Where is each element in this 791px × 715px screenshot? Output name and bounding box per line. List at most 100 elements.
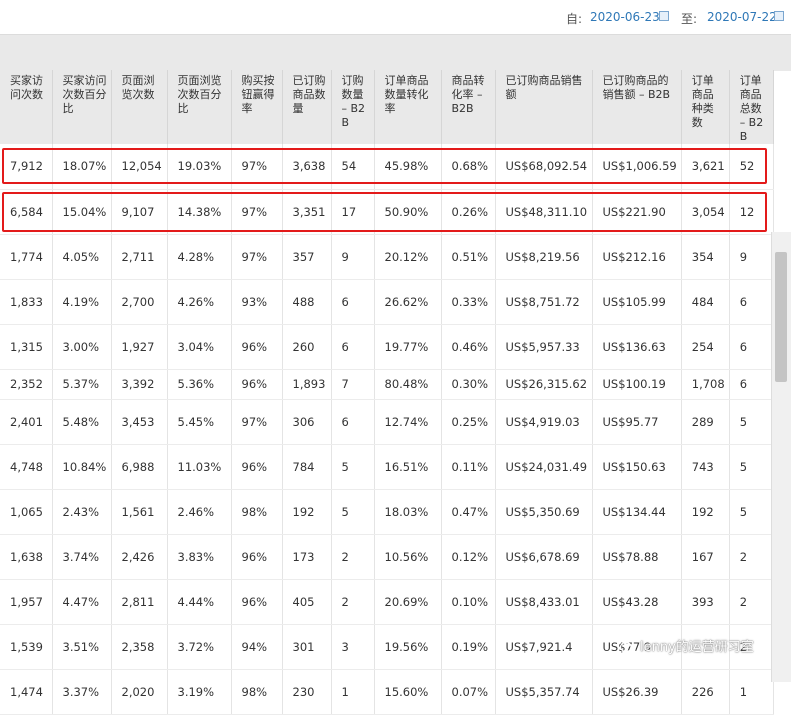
column-header[interactable]: 已订购商品数量 xyxy=(282,70,332,144)
table-cell: US$212.16 xyxy=(592,234,682,280)
table-cell: 4.28% xyxy=(167,234,232,280)
table-cell: 488 xyxy=(282,279,332,325)
to-date-value[interactable]: 2020-07-22 xyxy=(707,10,777,24)
table-cell: 5.36% xyxy=(167,369,232,400)
table-cell: 11.03% xyxy=(167,444,232,490)
table-row: 1,065 2.43% 1,561 2.46% 98% 192 5 18.03% 0.47% US… xyxy=(0,489,774,535)
table-cell: 784 xyxy=(282,444,332,490)
table-cell: 0.47% xyxy=(441,489,496,535)
table-cell: 19.77% xyxy=(374,324,442,370)
column-header[interactable]: 页面浏览次数 xyxy=(111,70,168,144)
table-cell: 2 xyxy=(729,624,774,670)
table-cell: US$8,433.01 xyxy=(495,579,593,625)
table-cell: US$5,357.74 xyxy=(495,669,593,715)
table-cell: 4.26% xyxy=(167,279,232,325)
table-cell: 2,811 xyxy=(111,579,168,625)
table-row: 1,315 3.00% 1,927 3.04% 96% 260 6 19.77% 0.46% US… xyxy=(0,324,774,370)
table-cell: US$95.77 xyxy=(592,399,682,445)
column-header[interactable]: 页面浏览次数百分比 xyxy=(167,70,232,144)
table-cell: 97% xyxy=(231,399,283,445)
table-cell: 50.90% xyxy=(374,189,442,235)
table-cell: 5 xyxy=(729,489,774,535)
column-header[interactable]: 购买按钮赢得率 xyxy=(231,70,283,144)
table-cell: 301 xyxy=(282,624,332,670)
table-cell: 230 xyxy=(282,669,332,715)
table-cell: US$24,031.49 xyxy=(495,444,593,490)
column-header[interactable]: 买家访问次数 xyxy=(0,70,53,144)
table-cell: 19.03% xyxy=(167,144,232,190)
table-cell: 3,621 xyxy=(681,144,730,190)
table-cell: 2,401 xyxy=(0,399,53,445)
scrollbar-thumb[interactable] xyxy=(775,252,787,382)
calendar-icon[interactable] xyxy=(774,11,784,21)
table-cell: 6 xyxy=(729,324,774,370)
table-cell xyxy=(681,624,730,670)
table-cell: US$6,678.69 xyxy=(495,534,593,580)
column-header[interactable]: 买家访问次数百分比 xyxy=(52,70,112,144)
table-cell: 5.45% xyxy=(167,399,232,445)
table-cell: 12,054 xyxy=(111,144,168,190)
table-cell: 4.47% xyxy=(52,579,112,625)
table-cell: 2.46% xyxy=(167,489,232,535)
table-cell: 2 xyxy=(729,534,774,580)
table-cell: 26.62% xyxy=(374,279,442,325)
table-cell: 3,638 xyxy=(282,144,332,190)
table-cell: 0.10% xyxy=(441,579,496,625)
table-cell: 2,352 xyxy=(0,369,53,400)
table-cell: 3.19% xyxy=(167,669,232,715)
table-cell: 94% xyxy=(231,624,283,670)
table-cell: 1,539 xyxy=(0,624,53,670)
column-header[interactable]: 订单商品数量转化率 xyxy=(374,70,442,144)
table-row: 1,833 4.19% 2,700 4.26% 93% 488 6 26.62% 0.33% US… xyxy=(0,279,774,325)
table-cell: 192 xyxy=(282,489,332,535)
table-cell: 3 xyxy=(331,624,375,670)
table-cell: 45.98% xyxy=(374,144,442,190)
column-header[interactable]: 订单商品总数 – B2B xyxy=(729,70,774,144)
table-cell: 1,474 xyxy=(0,669,53,715)
table-cell: 357 xyxy=(282,234,332,280)
table-cell: 3.83% xyxy=(167,534,232,580)
table-cell: 5 xyxy=(331,444,375,490)
table-cell: 0.33% xyxy=(441,279,496,325)
table-cell: 15.60% xyxy=(374,669,442,715)
toolbar-strip xyxy=(0,34,791,71)
table-cell: 173 xyxy=(282,534,332,580)
metrics-table: 买家访问次数 买家访问次数百分比 页面浏览次数 页面浏览次数百分比 购买按钮赢得率 已订购… xyxy=(0,70,774,715)
table-row: 1,539 3.51% 2,358 3.72% 94% 301 3 19.56% 0.19% US… xyxy=(0,624,774,670)
table-cell: 6 xyxy=(729,369,774,400)
table-cell: 3,054 xyxy=(681,189,730,235)
column-header[interactable]: 已订购商品的销售额 – B2B xyxy=(592,70,682,144)
column-header[interactable]: 订单商品种类数 xyxy=(681,70,730,144)
table-cell: 7 xyxy=(331,369,375,400)
table-body: 7,912 18.07% 12,054 19.03% 97% 3,638 54 45.98% 0… xyxy=(0,144,774,715)
table-cell: 2,020 xyxy=(111,669,168,715)
table-cell: 54 xyxy=(331,144,375,190)
calendar-icon[interactable] xyxy=(659,11,669,21)
table-cell: US$134.44 xyxy=(592,489,682,535)
table-cell: 2 xyxy=(331,534,375,580)
table-cell: 354 xyxy=(681,234,730,280)
table-cell: 98% xyxy=(231,669,283,715)
column-header[interactable]: 已订购商品销售额 xyxy=(495,70,593,144)
table-row: 2,401 5.48% 3,453 5.45% 97% 306 6 12.74% 0.25% US… xyxy=(0,399,774,445)
table-cell: US$68,092.54 xyxy=(495,144,593,190)
table-cell: 0.26% xyxy=(441,189,496,235)
table-cell: 5.48% xyxy=(52,399,112,445)
table-cell: 96% xyxy=(231,579,283,625)
table-cell: 3.72% xyxy=(167,624,232,670)
table-cell: 3.04% xyxy=(167,324,232,370)
table-cell: 9,107 xyxy=(111,189,168,235)
table-row: 4,748 10.84% 6,988 11.03% 96% 784 5 16.51% 0.11%… xyxy=(0,444,774,490)
table-cell: US$7,921.4 xyxy=(495,624,593,670)
table-row: 1,474 3.37% 2,020 3.19% 98% 230 1 15.60% 0.07% US… xyxy=(0,669,774,715)
table-cell: 2 xyxy=(331,579,375,625)
table-cell: 484 xyxy=(681,279,730,325)
vertical-scrollbar[interactable] xyxy=(771,232,791,682)
from-date-value[interactable]: 2020-06-23 xyxy=(590,10,660,24)
table-cell: 18.03% xyxy=(374,489,442,535)
table-cell: US$48,311.10 xyxy=(495,189,593,235)
column-header[interactable]: 订购数量 – B2B xyxy=(331,70,375,144)
to-label: 至: xyxy=(681,12,698,26)
table-cell: 3.00% xyxy=(52,324,112,370)
column-header[interactable]: 商品转化率 – B2B xyxy=(441,70,496,144)
